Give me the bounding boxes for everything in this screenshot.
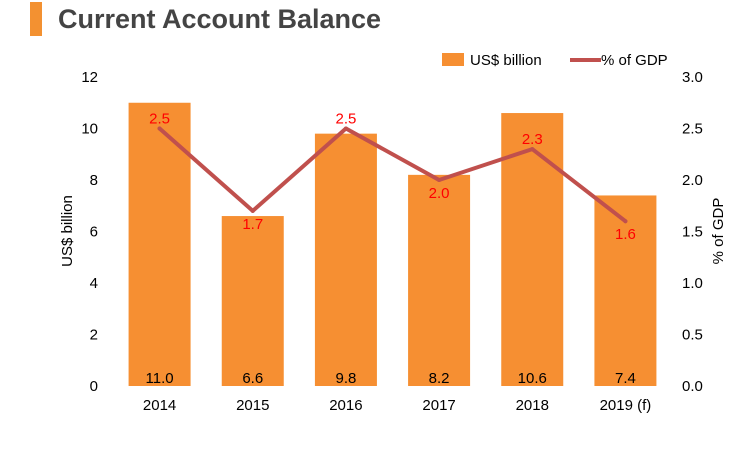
y-tick-label: 4	[90, 275, 98, 292]
bar-value-label: 7.4	[615, 370, 636, 387]
y-tick-label: 0	[90, 378, 98, 395]
line-point	[623, 219, 628, 224]
x-tick-label: 2018	[516, 397, 549, 414]
bar	[221, 216, 284, 386]
bar	[314, 133, 377, 386]
y2-tick-label: 1.5	[682, 224, 703, 241]
line-point	[157, 126, 162, 131]
y2-tick-label: 2.5	[682, 121, 703, 138]
y2-tick-label: 1.0	[682, 275, 703, 292]
left-axis-ticks: 0 2 4 6 8 10 12	[81, 69, 98, 395]
bar-value-label: 10.6	[518, 370, 547, 387]
y-axis-title: US$ billion	[59, 195, 76, 267]
legend-label-bar: US$ billion	[470, 52, 542, 69]
line-value-label: 1.6	[615, 226, 636, 243]
chart-title: Current Account Balance	[58, 4, 382, 34]
title-accent-bar	[30, 2, 42, 36]
line-value-label: 2.5	[335, 111, 356, 128]
y2-tick-label: 2.0	[682, 172, 703, 189]
legend-swatch-bar	[442, 53, 464, 66]
y-tick-label: 2	[90, 327, 98, 344]
legend-label-line: % of GDP	[601, 52, 668, 69]
gdp-line	[157, 126, 628, 224]
y2-tick-label: 0.0	[682, 378, 703, 395]
line-value-label: 2.3	[522, 131, 543, 148]
y-tick-label: 6	[90, 224, 98, 241]
line-point	[250, 208, 255, 213]
x-tick-label: 2015	[236, 397, 269, 414]
right-axis-ticks: 0.0 0.5 1.0 1.5 2.0 2.5 3.0	[682, 69, 703, 395]
y-tick-label: 12	[81, 69, 98, 86]
line-value-labels: 2.5 1.7 2.5 2.0 2.3 1.6	[149, 111, 636, 244]
bar-series	[128, 102, 657, 387]
x-axis-ticks: 2014 2015 2016 2017 2018 2019 (f)	[143, 397, 651, 414]
x-tick-label: 2014	[143, 397, 176, 414]
bar-value-labels: 11.0 6.6 9.8 8.2 10.6 7.4	[146, 370, 636, 387]
bar-value-label: 6.6	[242, 370, 263, 387]
line-series	[157, 126, 628, 224]
line-point	[343, 126, 348, 131]
bar	[408, 174, 471, 386]
x-tick-label: 2017	[422, 397, 455, 414]
line-point	[530, 147, 535, 152]
line-value-label: 1.7	[242, 216, 263, 233]
bar-value-label: 11.0	[146, 370, 174, 387]
x-tick-label: 2016	[329, 397, 362, 414]
bar	[128, 102, 191, 386]
y-tick-label: 8	[90, 172, 98, 189]
y2-tick-label: 3.0	[682, 69, 703, 86]
line-point	[437, 178, 442, 182]
line-value-label: 2.5	[149, 111, 170, 128]
legend: US$ billion % of GDP	[442, 52, 668, 69]
bar-value-label: 8.2	[429, 370, 450, 387]
bar	[501, 113, 564, 387]
y2-axis-title: % of GDP	[710, 198, 727, 265]
y2-tick-label: 0.5	[682, 327, 703, 344]
line-value-label: 2.0	[429, 185, 450, 202]
y-tick-label: 10	[81, 121, 98, 138]
bar-value-label: 9.8	[335, 370, 356, 387]
x-tick-label: 2019 (f)	[600, 397, 652, 414]
bar	[594, 195, 657, 386]
